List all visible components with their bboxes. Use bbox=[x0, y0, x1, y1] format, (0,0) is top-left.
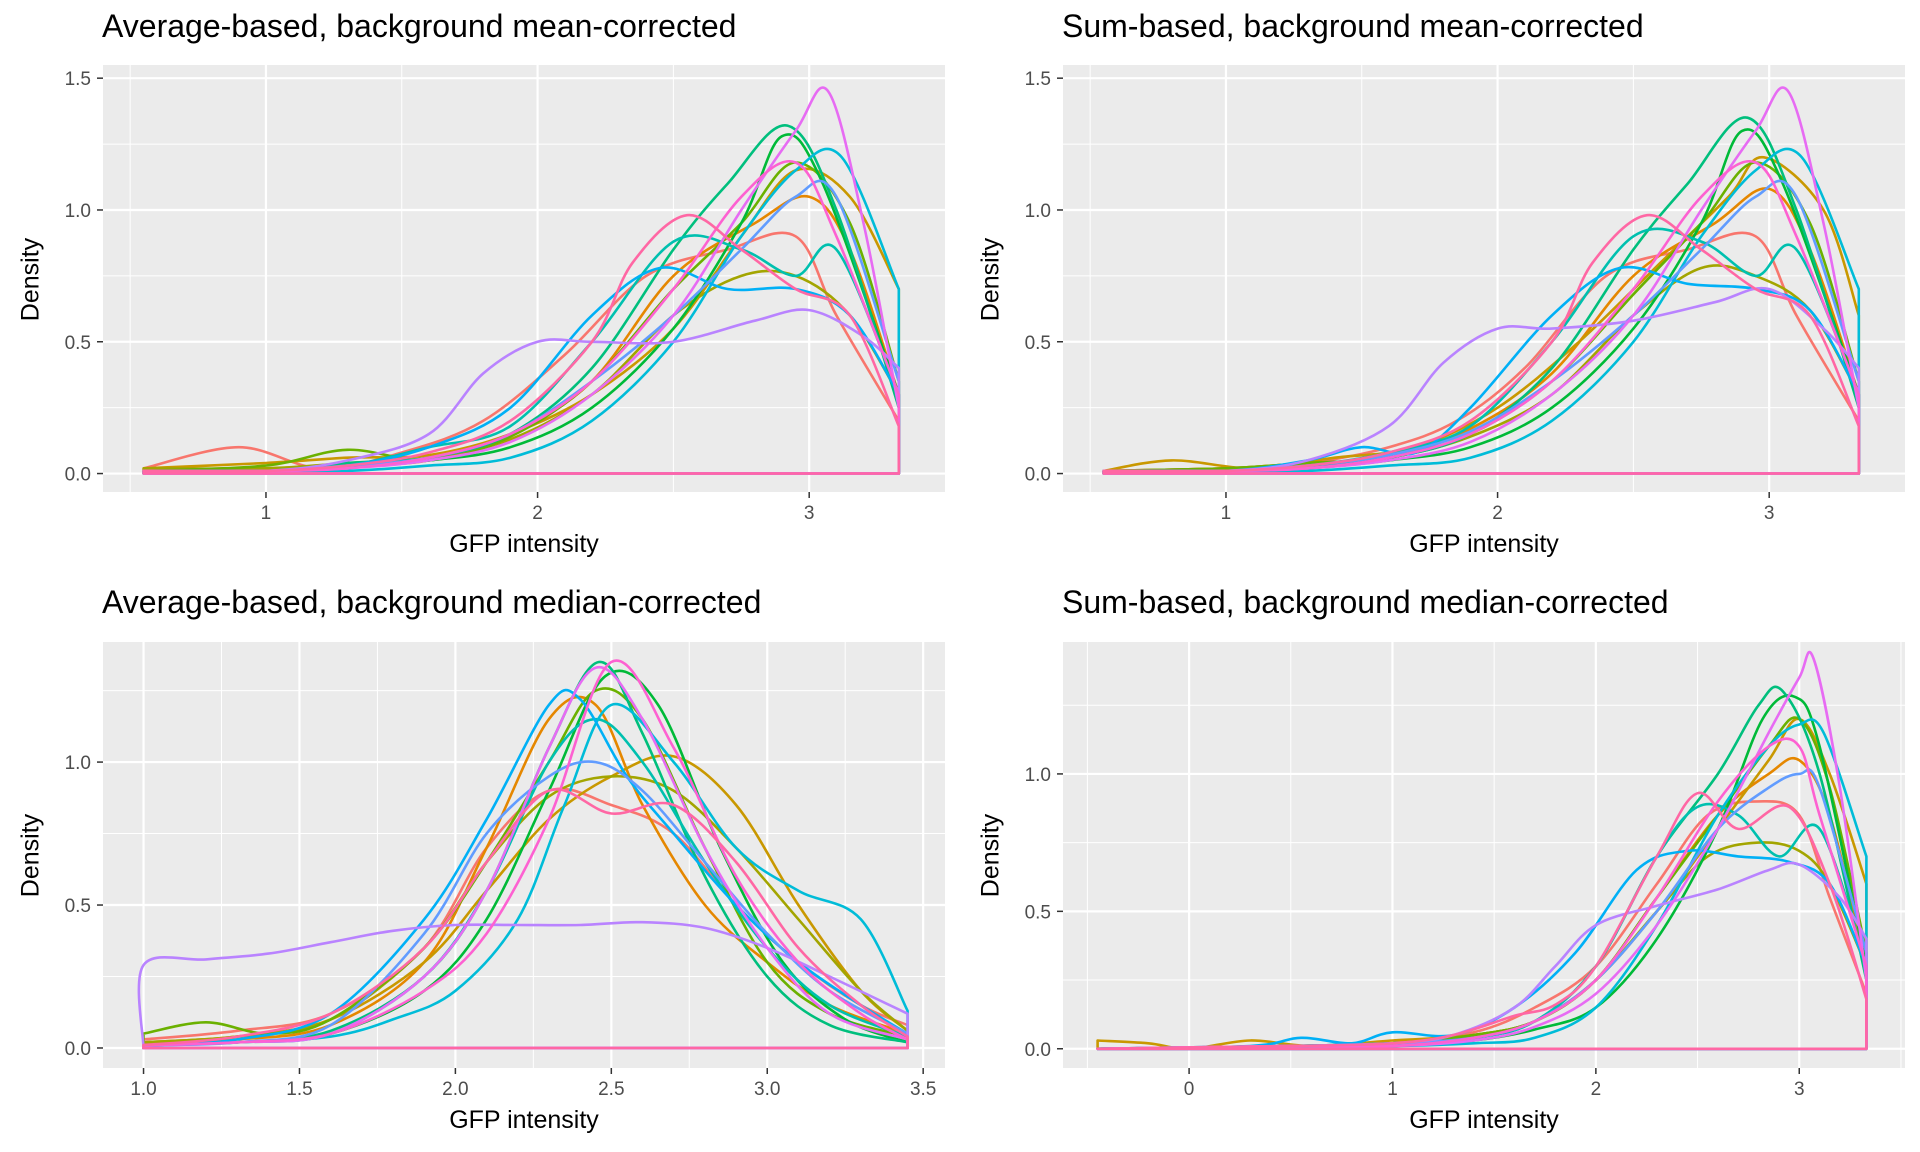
x-tick-label: 1 bbox=[261, 503, 272, 524]
chart-plot-area: 0 1 2 3 0.0 0.5 1.0 bbox=[1025, 642, 1905, 1100]
y-axis-label: Density bbox=[16, 813, 45, 898]
x-tick-label: 3 bbox=[1794, 1079, 1805, 1100]
y-tick-label: 0.5 bbox=[65, 896, 91, 917]
chart-title: Sum-based, background mean-corrected bbox=[1062, 8, 1644, 44]
y-tick-label: 1.0 bbox=[65, 753, 91, 774]
density-curve-9 bbox=[1102, 147, 1861, 475]
density-curve-12 bbox=[1102, 286, 1861, 475]
y-axis-label: Density bbox=[16, 237, 45, 321]
x-axis-label: GFP intensity bbox=[1409, 1106, 1559, 1134]
x-tick-label: 3.5 bbox=[910, 1079, 936, 1100]
y-tick-label: 0.0 bbox=[1025, 1040, 1051, 1061]
x-axis-label: GFP intensity bbox=[1409, 530, 1559, 558]
y-tick-label: 1.5 bbox=[65, 69, 91, 90]
density-curve-15 bbox=[142, 787, 909, 1050]
chart-panel-4: Sum-based, background median-corrected 0 1… bbox=[960, 576, 1920, 1152]
density-curve-9 bbox=[142, 147, 901, 475]
x-tick-label: 1 bbox=[1387, 1079, 1398, 1100]
chart-plot-area: 1.0 1.5 2.0 2.5 3.0 3.5 0.0 0.5 1.0 bbox=[65, 642, 945, 1100]
density-curve-14 bbox=[142, 159, 901, 475]
density-curve-9 bbox=[142, 702, 909, 1050]
chart-panel-3: Average-based, background median-correct… bbox=[0, 576, 960, 1152]
density-curve-5 bbox=[142, 687, 909, 1050]
x-axis-label: GFP intensity bbox=[449, 530, 599, 558]
density-curve-14 bbox=[142, 659, 909, 1050]
y-tick-label: 1.0 bbox=[1025, 201, 1051, 222]
x-tick-label: 3 bbox=[804, 503, 815, 524]
x-axis-label: GFP intensity bbox=[449, 1106, 599, 1134]
x-tick-label: 1.5 bbox=[286, 1079, 312, 1100]
chart-title: Sum-based, background median-corrected bbox=[1062, 584, 1669, 620]
y-tick-label: 0.5 bbox=[1025, 333, 1051, 354]
y-axis-label: Density bbox=[976, 237, 1005, 321]
y-tick-label: 0.0 bbox=[65, 465, 91, 486]
x-tick-label: 1 bbox=[1221, 503, 1232, 524]
density-curve-12 bbox=[142, 308, 901, 475]
y-tick-label: 1.5 bbox=[1025, 69, 1051, 90]
chart-plot-area: 1 2 3 0.0 0.5 1.0 1.5 bbox=[1025, 65, 1905, 524]
x-tick-label: 3.0 bbox=[754, 1079, 780, 1100]
density-curve-15 bbox=[1102, 213, 1861, 475]
density-curve-14 bbox=[1102, 159, 1861, 475]
x-tick-label: 2.5 bbox=[598, 1079, 624, 1100]
x-tick-label: 1.0 bbox=[130, 1079, 156, 1100]
chart-panel-1: Average-based, background mean-corrected… bbox=[0, 0, 960, 576]
density-curve-15 bbox=[142, 213, 901, 475]
x-tick-label: 2 bbox=[1492, 503, 1503, 524]
x-tick-label: 3 bbox=[1764, 503, 1775, 524]
y-tick-label: 0.5 bbox=[1025, 902, 1051, 923]
x-tick-label: 2 bbox=[1591, 1079, 1602, 1100]
x-tick-label: 2.0 bbox=[442, 1079, 468, 1100]
chart-title: Average-based, background median-correct… bbox=[102, 584, 762, 620]
plot-background bbox=[1063, 642, 1905, 1068]
y-tick-label: 0.5 bbox=[65, 333, 91, 354]
density-curve-14 bbox=[1096, 737, 1868, 1051]
density-curve-12 bbox=[137, 920, 909, 1050]
y-tick-label: 1.0 bbox=[1025, 765, 1051, 786]
chart-panel-2: Sum-based, background mean-corrected 1 2 3 0… bbox=[960, 0, 1920, 576]
y-tick-label: 0.0 bbox=[1025, 465, 1051, 486]
density-curve-15 bbox=[1096, 791, 1868, 1051]
y-tick-label: 1.0 bbox=[65, 201, 91, 222]
y-tick-label: 0.0 bbox=[65, 1039, 91, 1060]
plot-background bbox=[103, 642, 945, 1068]
x-tick-label: 0 bbox=[1184, 1079, 1195, 1100]
chart-plot-area: 1 2 3 0.0 0.5 1.0 1.5 bbox=[65, 65, 945, 524]
x-tick-label: 2 bbox=[532, 503, 543, 524]
chart-title: Average-based, background mean-corrected bbox=[102, 8, 737, 44]
y-axis-label: Density bbox=[976, 813, 1005, 898]
